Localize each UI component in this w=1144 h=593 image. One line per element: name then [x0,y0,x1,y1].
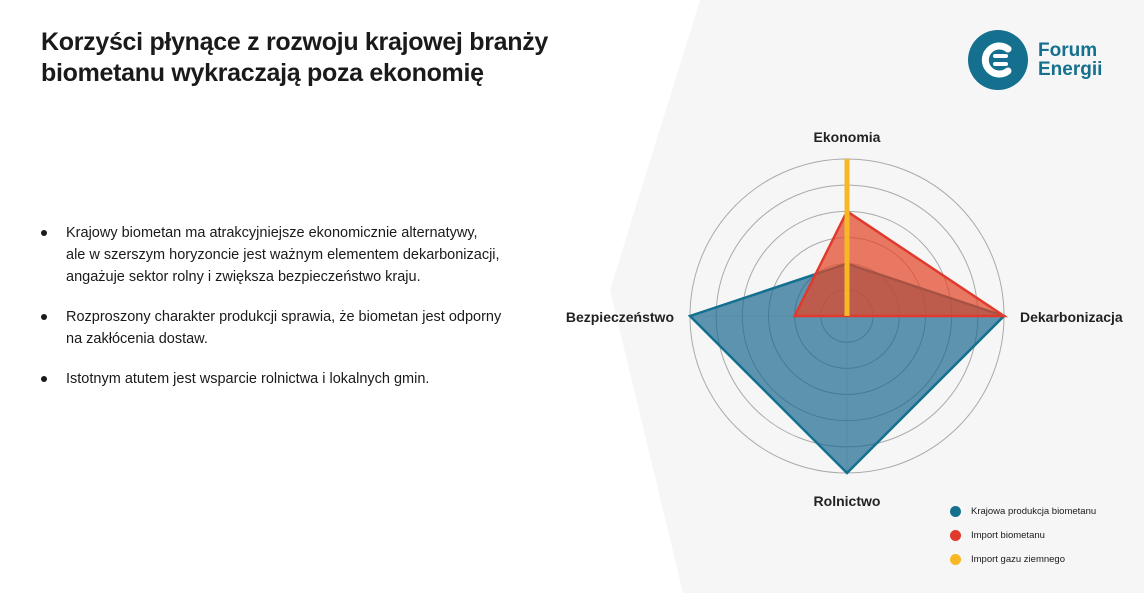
bullet-text: Rozproszony charakter produkcji sprawia,… [66,309,502,325]
legend-item: Import gazu ziemnego [950,547,1096,571]
logo-mark-icon [968,30,1028,90]
legend-label: Import biometanu [971,529,1045,541]
bullet-item: Krajowy biometan ma atrakcyjniejsze ekon… [40,222,520,288]
series-1-area [792,209,1009,318]
legend-label: Import gazu ziemnego [971,553,1065,565]
bullet-text: angażuje sektor rolny i zwiększa bezpiec… [66,269,421,285]
legend-swatch [950,505,961,517]
bullet-text: Istotnym atutem jest wsparcie rolnictwa … [66,371,430,387]
legend-item: Krajowa produkcja biometanu [950,499,1096,523]
axis-label-0: Ekonomia [814,129,881,145]
title-line: Korzyści płynące z rozwoju krajowej bran… [41,28,549,56]
title-line: biometanu wykraczają poza ekonomię [41,59,484,87]
legend-swatch [950,553,961,565]
legend-label: Krajowa produkcja biometanu [971,505,1097,517]
bullet-item: Istotnym atutem jest wsparcie rolnictwa … [40,368,520,390]
bullet-text: ale w szerszym horyzoncie jest ważnym el… [66,247,500,263]
axis-label-2: Rolnictwo [814,493,881,509]
page-title: Korzyści płynące z rozwoju krajowej bran… [41,27,601,89]
logo-text: Forum Energii [1038,41,1102,79]
legend-item: Import biometanu [950,523,1096,547]
logo-line: Energii [1038,59,1103,80]
chart-legend: Krajowa produkcja biometanu Import biome… [950,499,1096,571]
bullet-text: na zakłócenia dostaw. [66,331,208,347]
logo-line: Forum [1038,40,1098,61]
bullet-item: Rozproszony charakter produkcji sprawia,… [40,306,520,350]
forum-energii-logo: Forum Energii [968,30,1102,90]
bullet-text: Krajowy biometan ma atrakcyjniejsze ekon… [66,225,478,241]
axis-label-1: Dekarbonizacja [1020,309,1123,325]
axis-label-3: Bezpieczeństwo [566,309,674,325]
bullet-list: Krajowy biometan ma atrakcyjniejsze ekon… [40,222,520,408]
legend-swatch [950,529,961,541]
